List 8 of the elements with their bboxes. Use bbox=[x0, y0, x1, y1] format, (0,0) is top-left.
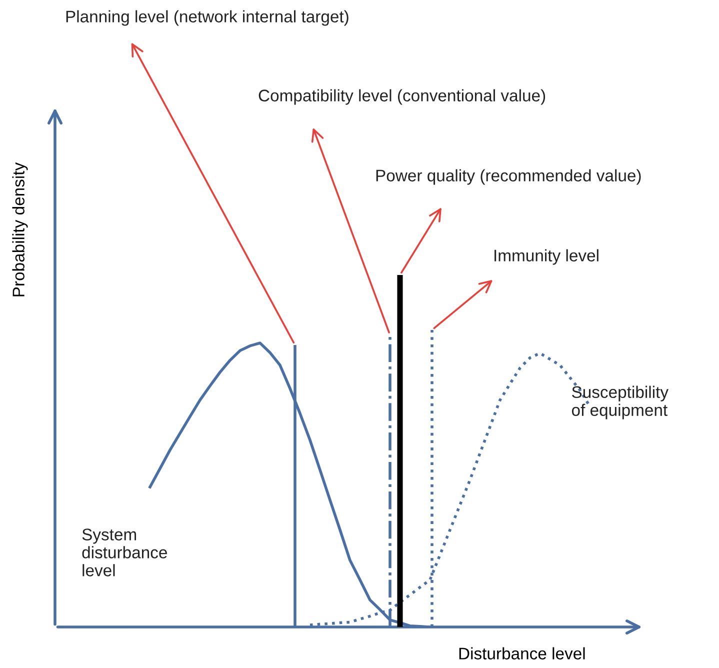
text: System disturbance level bbox=[82, 528, 167, 576]
text: Planning level (network internal target) bbox=[66, 10, 348, 26]
y-axis-title: Probability density bbox=[12, 162, 28, 296]
series-label: Susceptibility of equipment bbox=[572, 386, 668, 420]
x-axis-title: Disturbance level bbox=[459, 647, 585, 660]
text: Compatibility level (conventional value) bbox=[258, 89, 546, 105]
text: Immunity level bbox=[494, 249, 598, 265]
text: Power quality (recommended value) bbox=[376, 169, 641, 185]
